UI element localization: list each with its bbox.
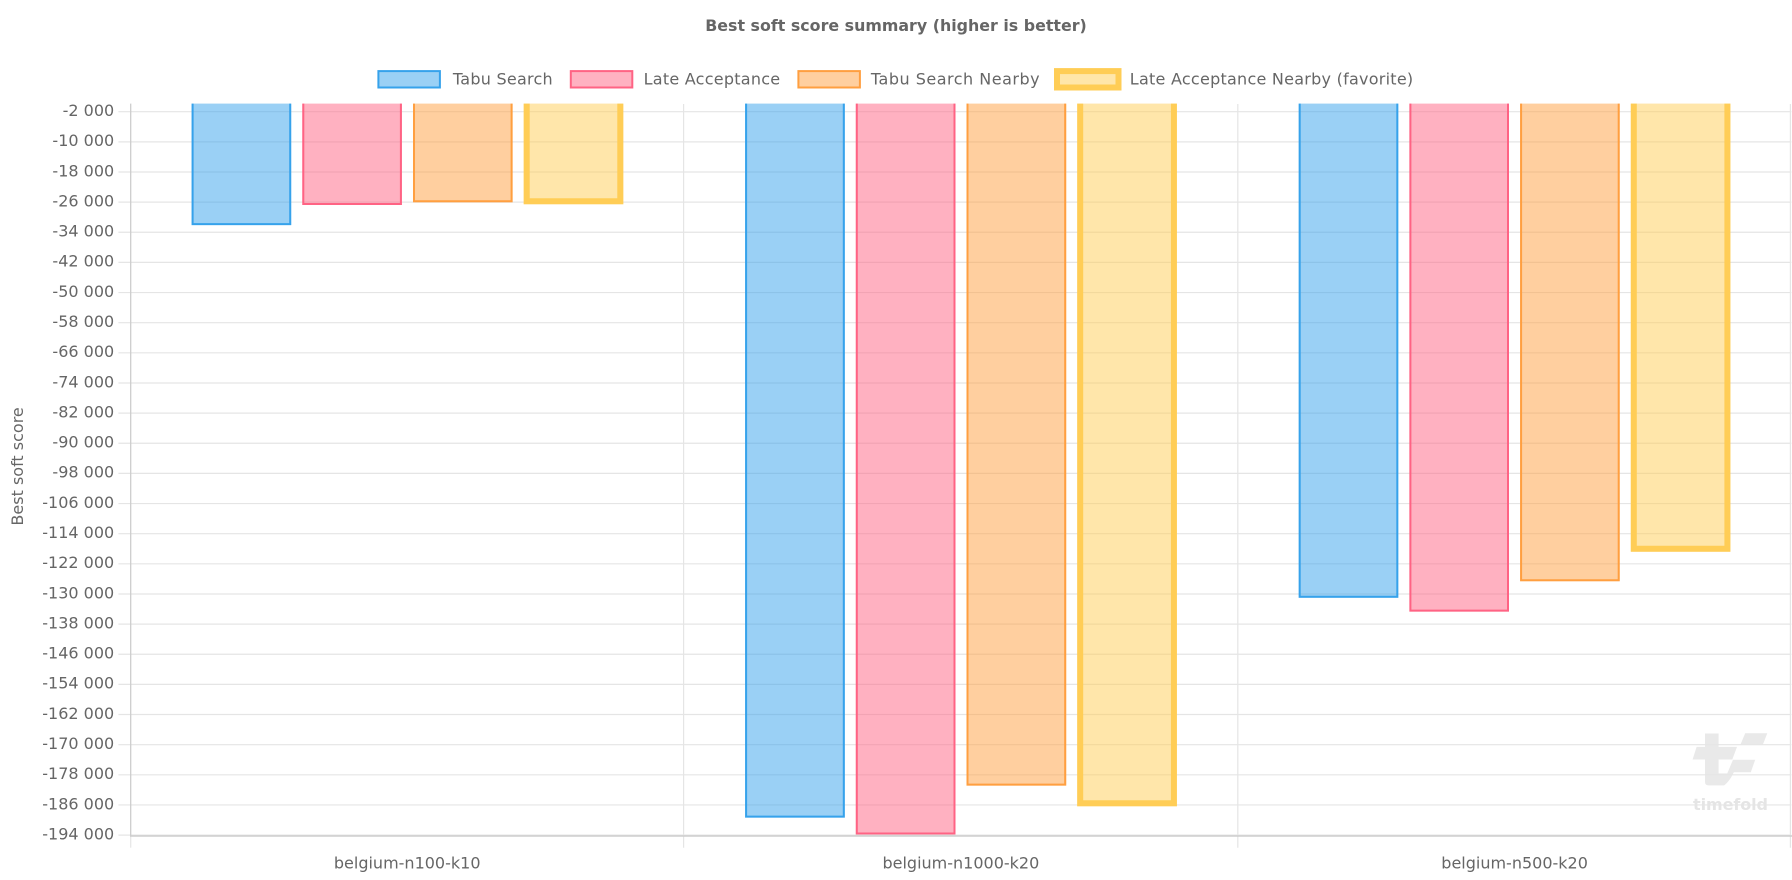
svg-text:Best soft score summary (highe: Best soft score summary (higher is bette… xyxy=(705,16,1087,35)
svg-text:-194 000: -194 000 xyxy=(42,824,114,843)
svg-text:Tabu Search: Tabu Search xyxy=(452,70,553,89)
svg-text:Tabu Search Nearby: Tabu Search Nearby xyxy=(870,70,1040,89)
svg-text:-154 000: -154 000 xyxy=(42,674,114,693)
svg-text:-138 000: -138 000 xyxy=(42,613,114,632)
svg-text:-66 000: -66 000 xyxy=(52,342,114,361)
svg-text:-162 000: -162 000 xyxy=(42,704,114,723)
svg-text:-26 000: -26 000 xyxy=(52,191,114,210)
svg-text:-106 000: -106 000 xyxy=(42,493,114,512)
svg-text:-18 000: -18 000 xyxy=(52,161,114,180)
svg-text:Best soft score: Best soft score xyxy=(8,407,27,525)
svg-text:belgium-n1000-k20: belgium-n1000-k20 xyxy=(882,853,1039,872)
svg-text:-82 000: -82 000 xyxy=(52,402,114,421)
svg-text:-74 000: -74 000 xyxy=(52,372,114,391)
svg-text:Late Acceptance Nearby (favori: Late Acceptance Nearby (favorite) xyxy=(1130,70,1414,89)
svg-text:-178 000: -178 000 xyxy=(42,764,114,783)
svg-text:-42 000: -42 000 xyxy=(52,252,114,271)
svg-text:-2 000: -2 000 xyxy=(63,101,115,120)
svg-text:-114 000: -114 000 xyxy=(42,523,114,542)
svg-text:-34 000: -34 000 xyxy=(52,222,114,241)
svg-text:-170 000: -170 000 xyxy=(42,734,114,753)
svg-text:-130 000: -130 000 xyxy=(42,583,114,602)
svg-text:belgium-n100-k10: belgium-n100-k10 xyxy=(334,853,481,872)
svg-text:belgium-n500-k20: belgium-n500-k20 xyxy=(1441,853,1588,872)
svg-text:-50 000: -50 000 xyxy=(52,282,114,301)
svg-text:-10 000: -10 000 xyxy=(52,131,114,150)
svg-text:Late Acceptance: Late Acceptance xyxy=(644,70,781,89)
svg-text:-90 000: -90 000 xyxy=(52,433,114,452)
svg-text:-186 000: -186 000 xyxy=(42,794,114,813)
svg-text:-98 000: -98 000 xyxy=(52,463,114,482)
svg-text:-146 000: -146 000 xyxy=(42,644,114,663)
svg-text:-58 000: -58 000 xyxy=(52,312,114,331)
svg-text:-122 000: -122 000 xyxy=(42,553,114,572)
